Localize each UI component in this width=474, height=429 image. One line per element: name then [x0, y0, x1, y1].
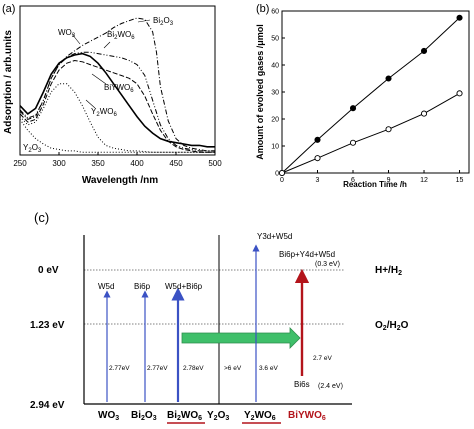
pointer-bi2o3	[137, 19, 151, 23]
level-294ev-label: 2.94 eV	[30, 400, 65, 411]
pointer-bi2wo6	[103, 41, 111, 49]
a-series-biywo6	[19, 52, 215, 148]
label-bi2o3: Bi2O3	[153, 16, 174, 27]
b-ytick-label: 10	[271, 144, 279, 151]
y2wo6-gap-label: 3.6 eV	[259, 365, 278, 372]
panel-a: (a) Adsorption / arb.units Wavelength /n…	[2, 3, 222, 186]
biywo6-cb-offset: (0.3 eV)	[315, 261, 340, 268]
b-point-open	[349, 139, 357, 146]
bi2o3-gap-label: 2.77eV	[147, 365, 168, 372]
a-xtick-label: 400	[130, 159, 144, 168]
panel-c: (c) 0 eV 1.23 eV 2.94 eV H+/H2 O2/H2O W5…	[30, 210, 409, 424]
panel-a-frame	[19, 5, 216, 156]
bi2o3-cb-label: Bi6p	[134, 282, 151, 291]
b-point-open	[278, 169, 286, 177]
biywo6-name: BiYWO6	[288, 410, 326, 422]
y2wo6-cb-label: Y3d+W5d	[257, 232, 292, 241]
b-point-open	[420, 110, 428, 117]
b-point-filled	[385, 75, 392, 82]
bi2wo6-name: Bi2WO6	[167, 410, 202, 422]
b-xtick-label: 15	[456, 177, 464, 184]
level-0ev-label: 0 eV	[38, 265, 59, 276]
panel-b: (b) Amount of evolved gases /μmol Reacti…	[255, 3, 470, 189]
panel-c-label: (c)	[34, 210, 49, 225]
panel-b-series	[278, 14, 463, 177]
b-ytick-label: 20	[271, 117, 279, 124]
a-series-wo3	[19, 59, 215, 153]
panel-b-ticks: 0 3 6 9 12 15 0 10 20 30 40 50 60	[271, 9, 463, 185]
label-y2wo6: Y2WO6	[91, 107, 117, 118]
b-point-filled	[349, 105, 357, 112]
b-point-filled	[420, 47, 428, 55]
a-xtick-label: 450	[169, 159, 183, 168]
level-123ev-label: 1.23 eV	[30, 320, 65, 331]
panel-a-xticks: 250 300 350 400 450 500	[13, 152, 222, 168]
bi2wo6-gap-label: 2.78eV	[183, 365, 204, 372]
a-series-y2o3	[19, 119, 215, 153]
b-point-open	[314, 155, 321, 162]
wo3-gap-label: 2.77eV	[109, 365, 130, 372]
panel-a-xlabel: Wavelength /nm	[82, 175, 158, 186]
redox-o-label: O2/H2O	[375, 320, 409, 332]
b-point-filled	[456, 14, 463, 21]
label-biywo6: BiYWO6	[104, 83, 134, 94]
biywo6-gap-label: 2.7 eV	[313, 355, 332, 362]
y2wo6-name: Y2WO6	[244, 410, 276, 422]
label-y2o3: Y2O3	[23, 143, 42, 154]
panel-b-xlabel: Reaction Time /h	[343, 180, 407, 189]
biywo6-vb-label: Bi6s	[294, 380, 310, 389]
y2o3-name: Y2O3	[207, 410, 229, 422]
panel-b-ylabel: Amount of evolved gases /μmol	[255, 24, 265, 160]
b-point-open	[456, 90, 463, 97]
b-xtick-label: 3	[316, 177, 320, 184]
b-xtick-label: 9	[387, 177, 391, 184]
b-ytick-label: 0	[275, 171, 279, 178]
wo3-name: WO3	[98, 410, 119, 422]
b-series-line-0	[281, 17, 460, 174]
wo3-cb-label: W5d	[98, 282, 114, 291]
panel-a-series	[19, 17, 215, 153]
panel-a-ylabel: Adsorption / arb.units	[3, 30, 14, 134]
pointer-biywo6	[91, 73, 107, 85]
a-series-y2wo6	[19, 83, 215, 153]
pointer-y2wo6	[85, 99, 96, 109]
b-ytick-label: 40	[271, 63, 279, 70]
b-ytick-label: 60	[271, 9, 279, 16]
y2o3-gap-label: >6 eV	[224, 365, 242, 372]
b-series-line-1	[281, 92, 460, 174]
b-xtick-label: 6	[351, 177, 355, 184]
a-xtick-label: 250	[13, 159, 27, 168]
b-xtick-label: 0	[280, 177, 284, 184]
redox-h-label: H+/H2	[375, 265, 402, 277]
a-xtick-label: 500	[208, 159, 222, 168]
biywo6-cb-label: Bi6p+Y4d+W5d	[279, 250, 335, 259]
bi2o3-name: Bi2O3	[131, 410, 157, 422]
b-ytick-label: 50	[271, 36, 279, 43]
panel-a-label: (a)	[2, 3, 15, 15]
pointer-wo3	[71, 33, 81, 45]
charge-transfer-arrow	[181, 327, 301, 349]
panel-b-label: (b)	[256, 3, 269, 15]
a-xtick-label: 300	[52, 159, 66, 168]
biywo6-vb-offset: (2.4 eV)	[318, 383, 343, 390]
a-xtick-label: 350	[91, 159, 105, 168]
label-bi2wo6: Bi2WO6	[107, 30, 135, 41]
b-point-filled	[314, 136, 321, 143]
label-wo3: WO3	[58, 28, 76, 39]
b-xtick-label: 12	[420, 177, 428, 184]
a-series-bi2wo6	[19, 51, 215, 152]
bi2wo6-cb-label: W5d+Bi6p	[165, 282, 203, 291]
b-point-open	[385, 126, 392, 133]
b-ytick-label: 30	[271, 90, 279, 97]
